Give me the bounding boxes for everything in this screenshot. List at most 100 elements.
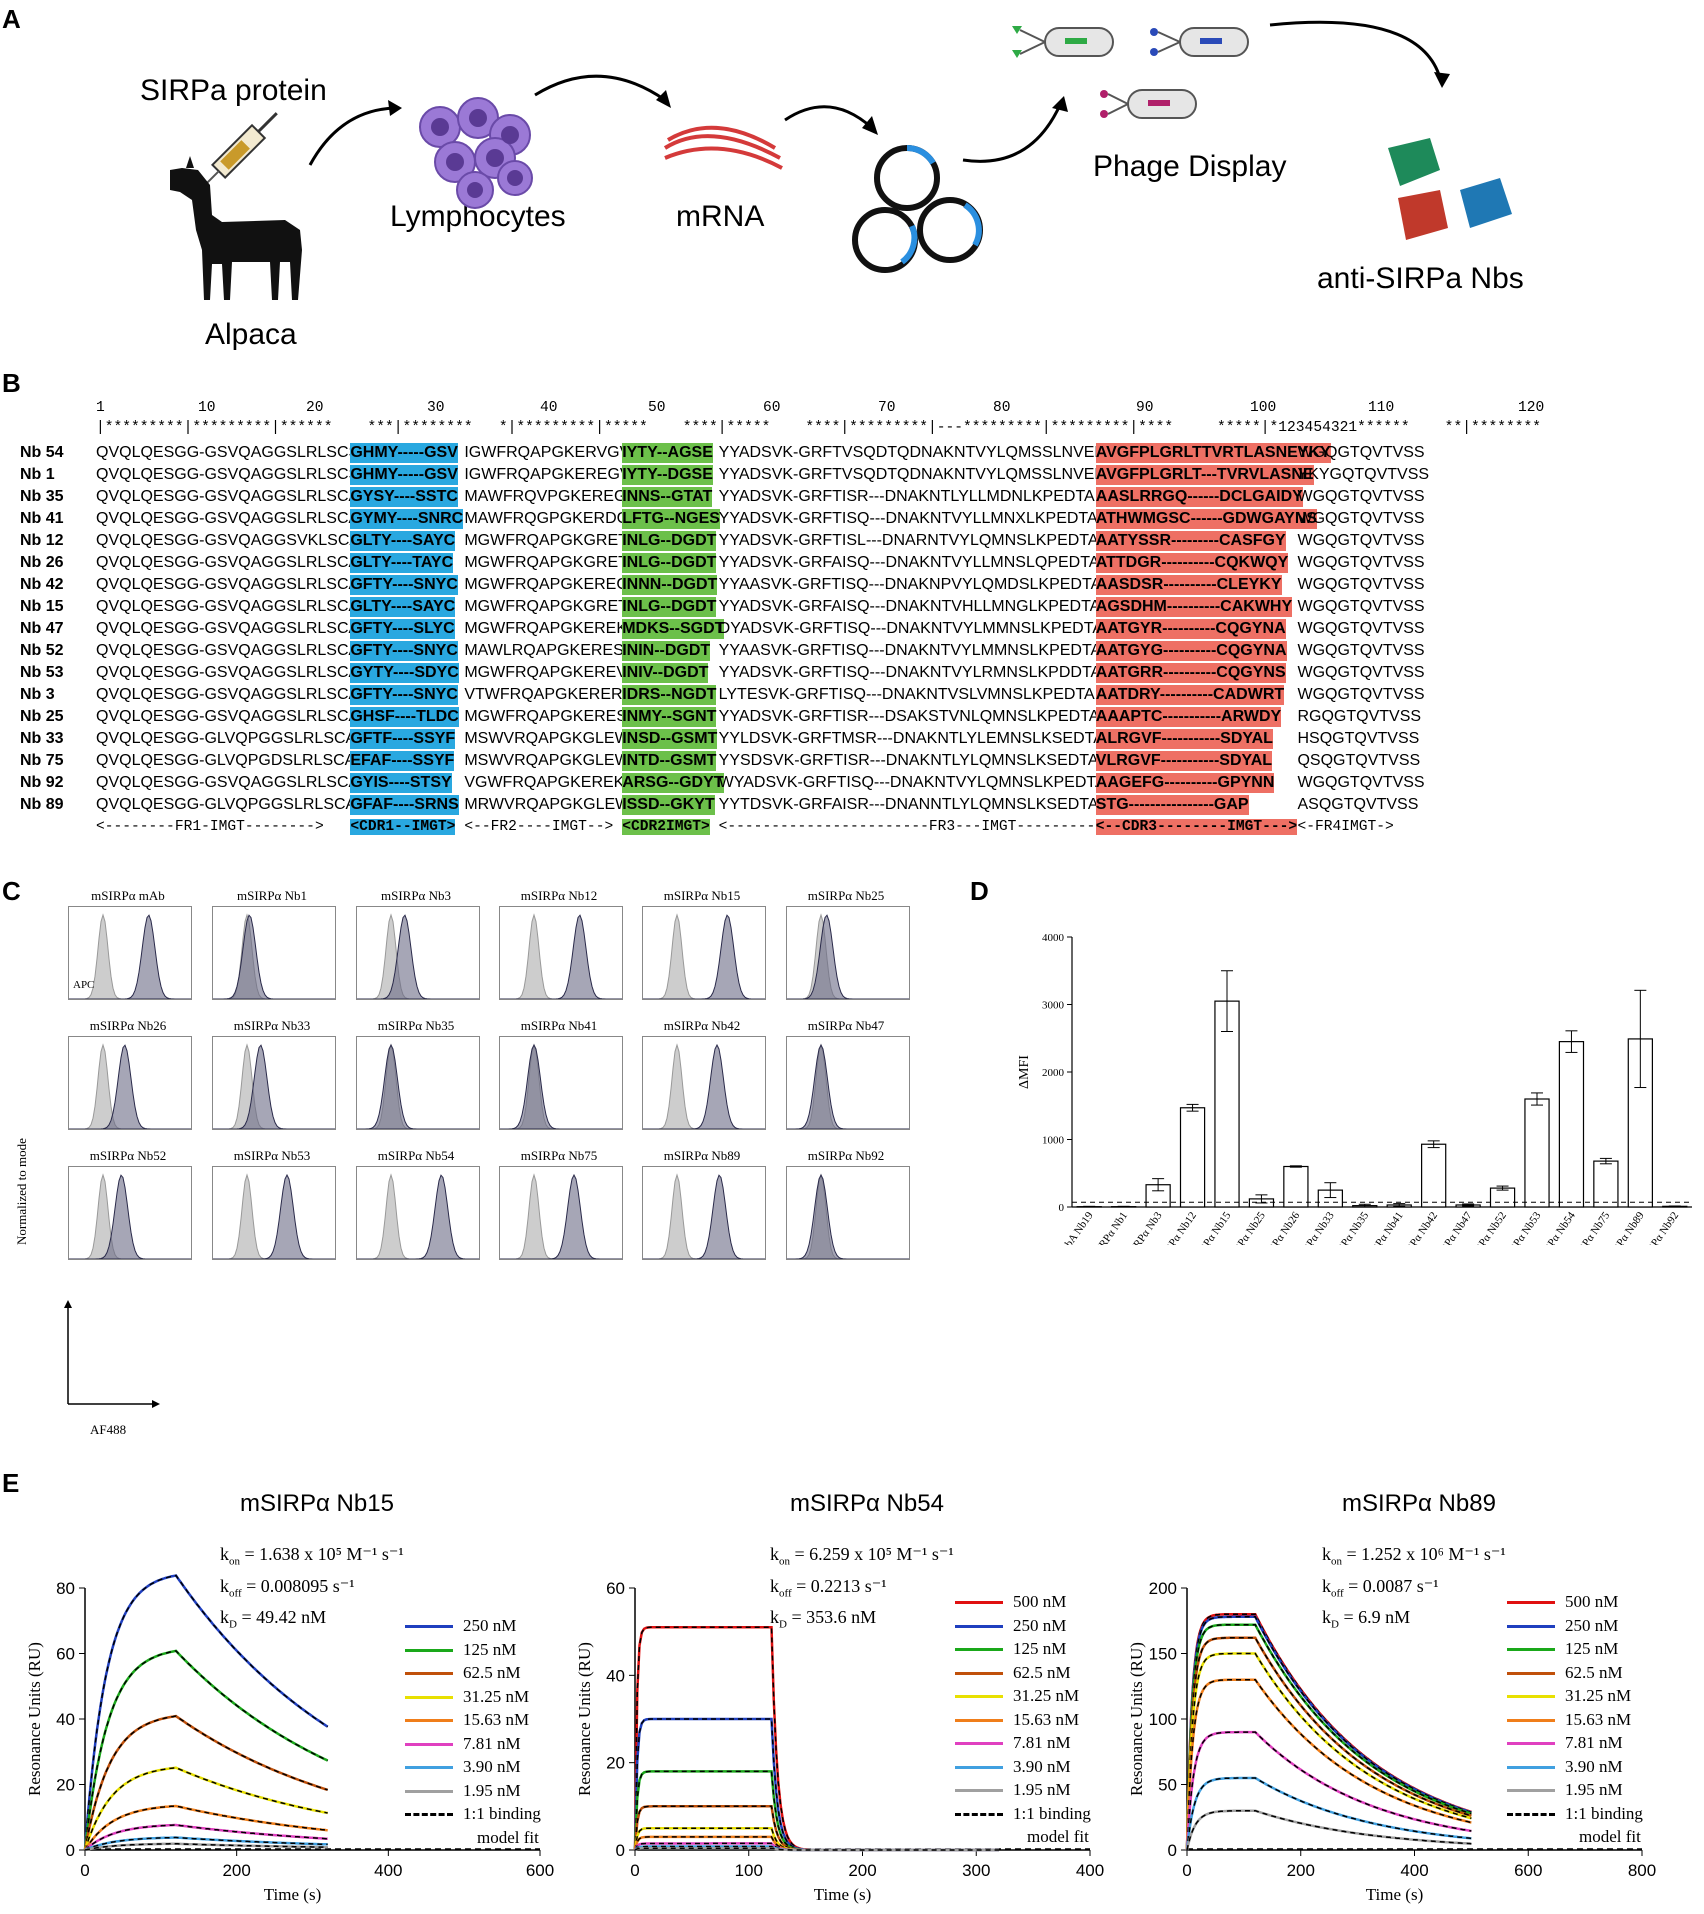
alignment-row: Nb 26 QVQLQESGG-GSVQAGGSLRLSCATS GLTY----T… xyxy=(0,553,1704,573)
histogram-title: mSIRPα Nb47 xyxy=(807,1018,885,1033)
x-tick-label: mSIRPα Nb3 xyxy=(1121,1209,1165,1245)
segment-fr3: YYADSVK-GRFAISQ---DNAKNTVHLLMNGLKPEDTAIY… xyxy=(718,598,1138,615)
legend-item: 62.5 nM xyxy=(1507,1661,1643,1685)
histogram-title: mSIRPα Nb42 xyxy=(663,1018,741,1033)
segment-fr1: QVQLQESGG-GSVQAGGSLRLSCAAS xyxy=(96,642,381,659)
spr-legend: 500 nM 250 nM 125 nM 62.5 nM 31.25 nM 15.63 n… xyxy=(1507,1590,1643,1849)
segment-cdr2: LFTG--NGES xyxy=(622,509,720,529)
legend-label: 1:1 binding xyxy=(1013,1803,1091,1823)
histogram-peak xyxy=(787,1173,909,1260)
nanobody-name: Nb 92 xyxy=(20,774,64,791)
panel-label-a: A xyxy=(2,4,21,34)
alignment-row: Nb 15 QVQLQESGG-GSVQAGGSLRLSCATS GLTY----S… xyxy=(0,597,1704,617)
histogram-title: mSIRPα Nb15 xyxy=(663,888,741,903)
legend-item: 31.25 nM xyxy=(1507,1684,1643,1708)
legend-label: 3.90 nM xyxy=(463,1757,521,1776)
histogram-title: mSIRPα Nb26 xyxy=(89,1018,167,1033)
legend-label: 1:1 binding xyxy=(463,1804,541,1823)
histogram-peak xyxy=(213,913,335,1000)
nanobody-name: Nb 52 xyxy=(20,642,64,659)
segment-fr1: QVQLQESGG-GSVQAGGSLRLSCAAS xyxy=(96,774,381,791)
histogram-axis-arrows xyxy=(64,1300,160,1408)
ruler-number: 110 xyxy=(1368,400,1395,416)
legend-item: 125 nM xyxy=(405,1638,541,1662)
x-tick-label: 200 xyxy=(222,1861,250,1880)
segment-cdr2: INIV--DGDT xyxy=(622,663,709,683)
arrow-icon xyxy=(534,74,666,102)
legend-label: 31.25 nM xyxy=(1565,1686,1632,1705)
segment-cdr1: EFAF----SSYF xyxy=(350,751,455,771)
fit-line xyxy=(84,1824,328,1851)
panel-label-c: C xyxy=(2,876,21,906)
fit-line xyxy=(1186,1652,1472,1851)
y-tick-label: 80 xyxy=(56,1579,75,1598)
legend-label: 15.63 nM xyxy=(1565,1709,1632,1729)
y-tick-label: 40 xyxy=(606,1666,625,1685)
animal-label: Alpaca xyxy=(205,318,297,351)
y-tick-label: 3000 xyxy=(1042,1000,1065,1012)
segment-cdr1: GLTY----SAYC xyxy=(350,531,456,551)
histogram-title: mSIRPα Nb52 xyxy=(89,1148,167,1163)
segment-fr1: QVQLQESGG-GSVQAGGSLRLSCATS xyxy=(96,554,379,571)
segment-fr1: QVQLQESGG-GSVQAGGSLRLSCATS xyxy=(96,576,379,593)
segment-fr2: MAWFRQGPGKERDGVAG xyxy=(464,510,662,527)
ruler-number: 30 xyxy=(427,400,445,416)
legend-label: 62.5 nM xyxy=(1565,1662,1623,1682)
segment-cdr1: GFTY----SNYC xyxy=(350,575,458,595)
nanobody-name: Nb 47 xyxy=(20,620,64,637)
segment-fr3: WYADSVK-GRFTISQ---DNAKNTVYLQMNSLKPEDTAIY… xyxy=(718,774,1143,791)
histogram-peak xyxy=(357,913,479,1000)
legend-label-fit-2: model fit xyxy=(1579,1827,1641,1846)
segment-fr3: YYTDSVK-GRFAISR---DNANNTLYLQMNSLKSEDTALY… xyxy=(718,796,1140,813)
legend-swatch xyxy=(955,1695,1003,1698)
segment-fr4: WGQGTQVTVSS xyxy=(1297,598,1425,615)
y-tick-label: 20 xyxy=(606,1754,625,1773)
segment-cdr1: GHMY-----GSV xyxy=(350,465,458,485)
legend-item: 31.25 nM xyxy=(955,1684,1091,1708)
legend-label: 500 nM xyxy=(1013,1592,1067,1611)
legend-label: 15.63 nM xyxy=(1013,1709,1080,1729)
alignment-row: Nb 53 QVQLQESGG-GSVQAGGSLRLSCAAS GYTY----S… xyxy=(0,663,1704,683)
y-axis-label: Resonance Units (RU) xyxy=(1127,1642,1146,1796)
x-tick-label: 0 xyxy=(1182,1861,1191,1880)
histogram-peak xyxy=(500,1043,622,1130)
legend-swatch-fit xyxy=(1507,1812,1555,1816)
segment-cdr3: AATYSSR---------CASFGY xyxy=(1095,531,1286,551)
segment-fr2: VTWFRQAPGKERERVAS xyxy=(464,686,654,703)
flow-histogram xyxy=(68,1166,192,1260)
kinetic-value: 1.638 x 10⁵ M⁻¹ s⁻¹ xyxy=(259,1544,404,1564)
legend-item: 1.95 nM xyxy=(1507,1778,1643,1802)
arrow-icon xyxy=(1269,20,1442,79)
segment-cdr1: GFAF----SRNS xyxy=(350,795,459,815)
legend-label: 1.95 nM xyxy=(1013,1780,1071,1799)
bar xyxy=(1524,1098,1550,1208)
flow-histogram xyxy=(356,1166,480,1260)
alignment-row: Nb 89 QVQLQESGG-GLVQPGGSLRLSCAAS GFAF----S… xyxy=(0,795,1704,815)
segment-fr1: QVQLQESGG-GSVQAGGSLRLSCATS xyxy=(96,598,379,615)
segment-fr3: YYADSVK-GRFAISQ---DNAKNTVYLLMNSLQPEDTAIY… xyxy=(718,554,1137,571)
legend-item: 15.63 nM xyxy=(955,1708,1091,1732)
segment-fr2: MAWLRQAPGKERESVAQ xyxy=(464,642,657,659)
histogram-peak xyxy=(213,1173,335,1260)
legend-label: 1.95 nM xyxy=(463,1780,521,1800)
phage-icon xyxy=(1100,89,1197,119)
output-label: anti-SIRPa Nbs xyxy=(1317,262,1524,295)
histogram-peak xyxy=(357,1043,479,1130)
x-tick-label: 400 xyxy=(374,1861,402,1880)
segment-fr1: QVQLQESGG-GLVQPGGSLRLSCAAS xyxy=(96,796,378,813)
sensorgram-line xyxy=(633,1717,999,1852)
legend-label: 62.5 nM xyxy=(463,1663,521,1682)
spr-title: mSIRPα Nb54 xyxy=(790,1490,944,1517)
spr-legend: 500 nM 250 nM 125 nM 62.5 nM 31.25 nM 15.63 n… xyxy=(955,1590,1091,1849)
mrna-icon xyxy=(663,125,783,170)
sensorgram-line xyxy=(1185,1615,1472,1851)
segment-cdr2: MDKS--SGDT xyxy=(622,619,725,639)
histogram-peak xyxy=(787,1043,909,1130)
histogram-title: mSIRPα Nb1 xyxy=(236,888,308,903)
segment-fr2: MAWFRQVPGKEREGVAS xyxy=(464,488,658,505)
legend-item-fit: 1:1 binding xyxy=(405,1802,541,1826)
kinetic-constants: kon = 6.259 x 10⁵ M⁻¹ s⁻¹ koff = 0.2213 s… xyxy=(770,1542,954,1637)
nanobody-name: Nb 12 xyxy=(20,532,64,549)
fit-line xyxy=(634,1626,999,1851)
sensorgram-line xyxy=(633,1770,999,1852)
